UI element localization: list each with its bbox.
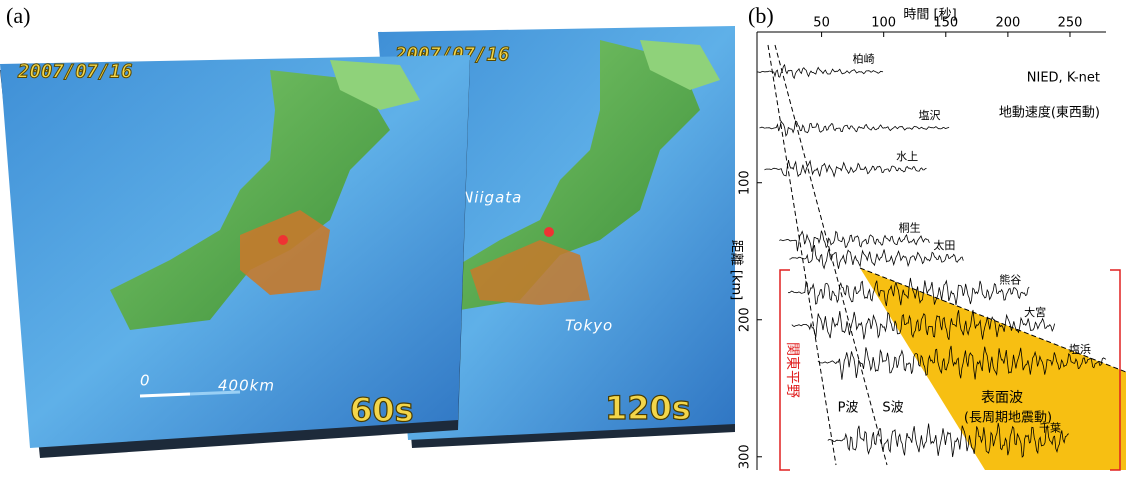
region-label: 関東平野: [784, 342, 800, 398]
figure: (a) 2007/07/16 Niigata Tokyo 120s 2007/0…: [0, 0, 1126, 475]
station-label: 水上: [896, 150, 918, 163]
map-date: 2007/07/16: [17, 61, 132, 83]
quantity-label: 地動速度(東西動): [999, 105, 1100, 121]
city-label: Niigata: [462, 189, 522, 207]
y-axis-label: 距離 [km]: [729, 240, 744, 300]
scale-bar: [140, 394, 190, 396]
p-wave-label: P波: [838, 401, 859, 416]
scale-label: 400km: [218, 377, 275, 395]
source-label: NIED, K-net: [1027, 71, 1100, 86]
map-time: 120s: [605, 389, 691, 427]
scale-label: 0: [140, 372, 151, 390]
s-wave-label: S波: [882, 401, 903, 416]
map-60s: 2007/07/16 0 400km 60s: [0, 55, 470, 458]
map-time: 60s: [350, 391, 414, 429]
y-tick-label: 200: [738, 307, 753, 332]
panel-label: (b): [748, 3, 774, 28]
x-tick-label: 150: [933, 16, 958, 31]
x-tick-label: 200: [995, 16, 1020, 31]
seismogram-trace: [760, 121, 950, 136]
city-label: Tokyo: [565, 317, 613, 335]
seismogram-panel: (b) 時間 [秒] 距離 [km] NIED, K-net 地動速度(東西動)…: [729, 3, 1126, 470]
surface-wave-label: 表面波: [981, 390, 1023, 406]
station-label: 塩浜: [1069, 342, 1091, 356]
station-label: 柏崎: [853, 52, 875, 66]
panel-label: (a): [6, 3, 30, 28]
station-label: 千葉: [1039, 420, 1061, 434]
station-label: 大宮: [1024, 305, 1046, 319]
station-label: 塩沢: [919, 108, 941, 122]
x-tick-label: 100: [871, 16, 896, 31]
station-label: 桐生: [899, 220, 921, 234]
station-label: 熊谷: [999, 272, 1021, 286]
x-tick-label: 50: [813, 16, 830, 31]
seismogram-trace: [757, 65, 883, 79]
y-tick-label: 300: [738, 444, 753, 469]
x-tick-label: 250: [1058, 16, 1083, 31]
p-wave-line: [768, 45, 836, 465]
station-label: 太田: [933, 239, 955, 252]
y-tick-label: 100: [738, 170, 753, 195]
